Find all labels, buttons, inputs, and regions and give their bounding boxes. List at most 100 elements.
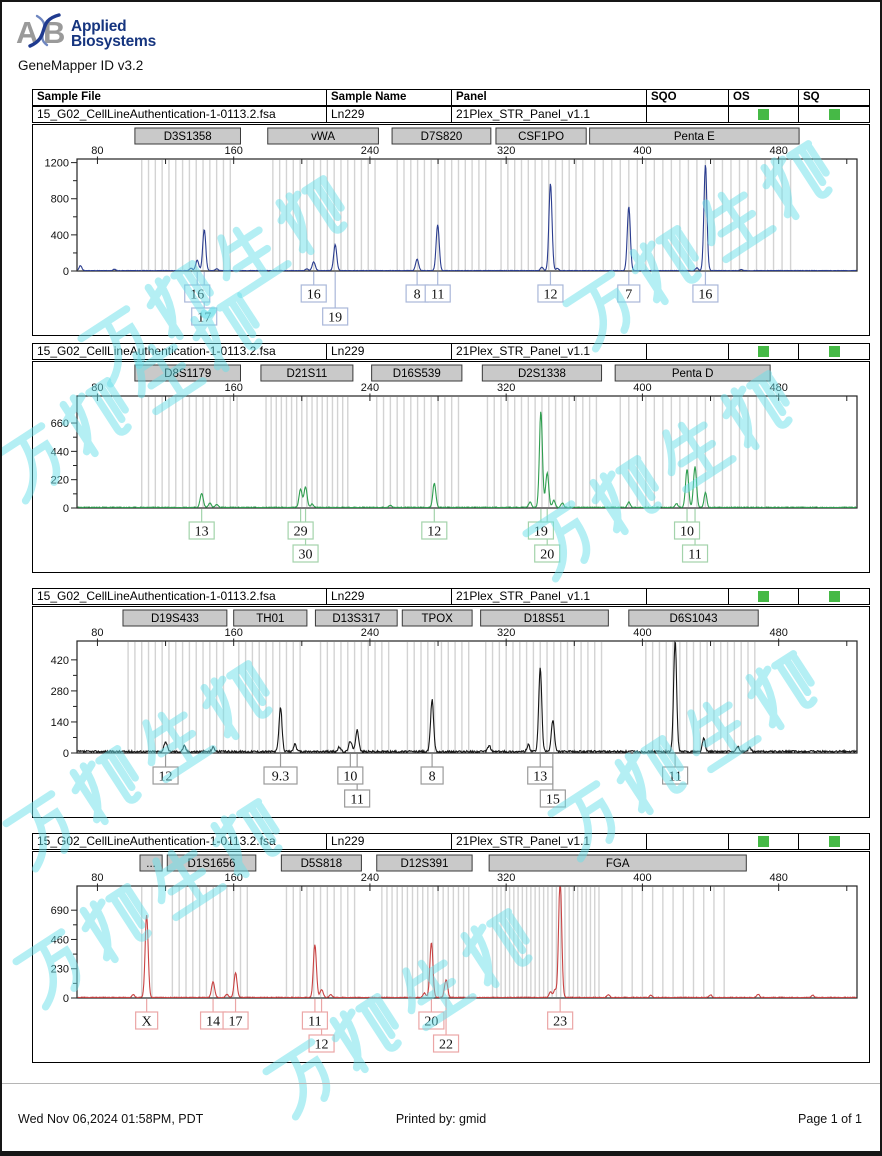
marker-box-TH01 — [233, 609, 308, 627]
cell-panel: 21Plex_STR_Panel_v1.1 — [452, 107, 647, 122]
marker-label: D2S1338 — [518, 368, 566, 380]
marker-label: FGA — [606, 858, 630, 870]
x-tick-label: 480 — [769, 872, 787, 884]
marker-label: Penta D — [672, 368, 714, 380]
os-status-flag — [758, 591, 769, 602]
marker-label: TPOX — [422, 613, 454, 625]
marker-box-TPOX — [401, 609, 473, 627]
x-tick-label: 160 — [225, 382, 243, 394]
x-tick-label: 400 — [633, 145, 651, 157]
green-dye-electropherogram-plot: 0 220 440 660 80 160 240 320 400 480 D8S1179 D21S11… — [51, 364, 858, 563]
sq-status-flag — [828, 346, 840, 357]
plot-frame — [76, 885, 858, 999]
x-tick-label: 160 — [225, 872, 243, 884]
x-tick-label: 400 — [633, 872, 651, 884]
x-tick-label: 160 — [225, 145, 243, 157]
cell-sqo — [647, 834, 729, 849]
cell-sample_file: 15_G02_CellLineAuthentication-1-0113.2.f… — [33, 344, 327, 359]
cell-panel: 21Plex_STR_Panel_v1.1 — [452, 589, 647, 604]
marker-label: D18S51 — [524, 613, 566, 625]
logo-letter-a: A — [16, 15, 38, 50]
marker-label: D1S1656 — [188, 858, 236, 870]
marker-label: D8S1179 — [164, 368, 211, 380]
footer-separator — [2, 1083, 880, 1084]
column-header-panel: Panel — [452, 90, 647, 105]
cell-sample_file: 15_G02_CellLineAuthentication-1-0113.2.f… — [33, 107, 327, 122]
y-tick-label: 800 — [51, 194, 69, 206]
sq-status-flag — [828, 836, 840, 847]
y-tick-label: 0 — [63, 993, 69, 1005]
allele-call-label: 12 — [427, 525, 441, 540]
x-tick-label: 240 — [361, 872, 379, 884]
os-status-flag — [758, 109, 769, 120]
y-tick-label: 400 — [51, 230, 69, 242]
allele-call-label: 14 — [206, 1015, 220, 1030]
x-tick-label: 240 — [361, 145, 379, 157]
footer-datetime: Wed Nov 06,2024 01:58PM, PDT — [18, 1112, 204, 1126]
y-tick-label: 280 — [51, 686, 69, 698]
marker-box-D18S51 — [480, 609, 609, 627]
y-tick-label: 140 — [51, 717, 69, 729]
cell-sq — [799, 107, 869, 122]
allele-call-label: 11 — [668, 770, 681, 785]
sample-table-header-row: Sample File Sample Name Panel SQO OS SQ — [32, 89, 870, 106]
x-tick-label: 240 — [361, 627, 379, 639]
cell-sq — [799, 589, 869, 604]
marker-box-D19S433 — [122, 609, 228, 627]
marker-box-D7S820 — [391, 127, 492, 145]
allele-call-label: 11 — [308, 1015, 321, 1030]
red-trace-line — [77, 886, 857, 998]
allele-call-label: 30 — [299, 548, 313, 563]
marker-label: CSF1PO — [518, 131, 564, 143]
allele-box-D5S818-11 — [301, 1011, 329, 1030]
cell-os — [729, 344, 799, 359]
allele-box-PentaD-10 — [673, 521, 701, 540]
allele-call-label: 12 — [315, 1038, 329, 1053]
cell-os — [729, 589, 799, 604]
marker-box-D21S11 — [260, 364, 354, 382]
marker-label: D13S317 — [332, 613, 380, 625]
marker-box-D12S391 — [376, 854, 473, 872]
marker-box-D3S1358 — [134, 127, 241, 145]
allele-box-D21S11-29 — [287, 521, 314, 540]
logo-helix-front — [28, 13, 61, 48]
plot-frame — [76, 640, 858, 754]
cell-sqo — [647, 107, 729, 122]
allele-call-label: 8 — [414, 288, 421, 303]
allele-box-D13S317-11 — [344, 789, 371, 808]
cell-sq — [799, 344, 869, 359]
allele-box-TPOX-8 — [420, 766, 444, 785]
allele-call-label: 20 — [424, 1015, 438, 1030]
allele-call-label: X — [142, 1015, 152, 1030]
cell-panel: 21Plex_STR_Panel_v1.1 — [452, 834, 647, 849]
x-tick-label: 80 — [91, 382, 103, 394]
brand-name: Applied Biosystems — [71, 19, 156, 52]
marker-label: D7S820 — [421, 131, 463, 143]
cell-sample_name: Ln229 — [327, 589, 452, 604]
brand-line1: Applied — [71, 18, 127, 35]
allele-box-vWA-16 — [300, 284, 327, 303]
allele-call-label: 29 — [294, 525, 308, 540]
allele-call-label: 23 — [553, 1015, 567, 1030]
x-tick-label: 80 — [91, 627, 103, 639]
allele-call-label: 13 — [533, 770, 547, 785]
y-tick-label: 0 — [63, 748, 69, 760]
y-tick-label: 220 — [51, 475, 69, 487]
allele-call-label: 10 — [343, 770, 357, 785]
os-status-flag — [758, 346, 769, 357]
allele-call-label: 16 — [698, 288, 712, 303]
y-tick-label: 660 — [51, 418, 69, 430]
marker-label: D19S433 — [151, 613, 199, 625]
x-tick-label: 160 — [225, 627, 243, 639]
allele-box-PentaD-11 — [681, 544, 709, 563]
marker-label: TH01 — [256, 613, 284, 625]
cell-sample_name: Ln229 — [327, 107, 452, 122]
footer-page-label: Page 1 of 1 — [798, 1112, 862, 1126]
app-title: GeneMapper ID v3.2 — [18, 58, 144, 73]
marker-label: D12S391 — [400, 858, 448, 870]
allele-call-label: 8 — [429, 770, 436, 785]
sq-status-flag — [828, 109, 840, 120]
marker-label: D6S1043 — [670, 613, 718, 625]
marker-box-D16S539 — [371, 364, 463, 382]
allele-box-D13S317-10 — [337, 766, 364, 785]
